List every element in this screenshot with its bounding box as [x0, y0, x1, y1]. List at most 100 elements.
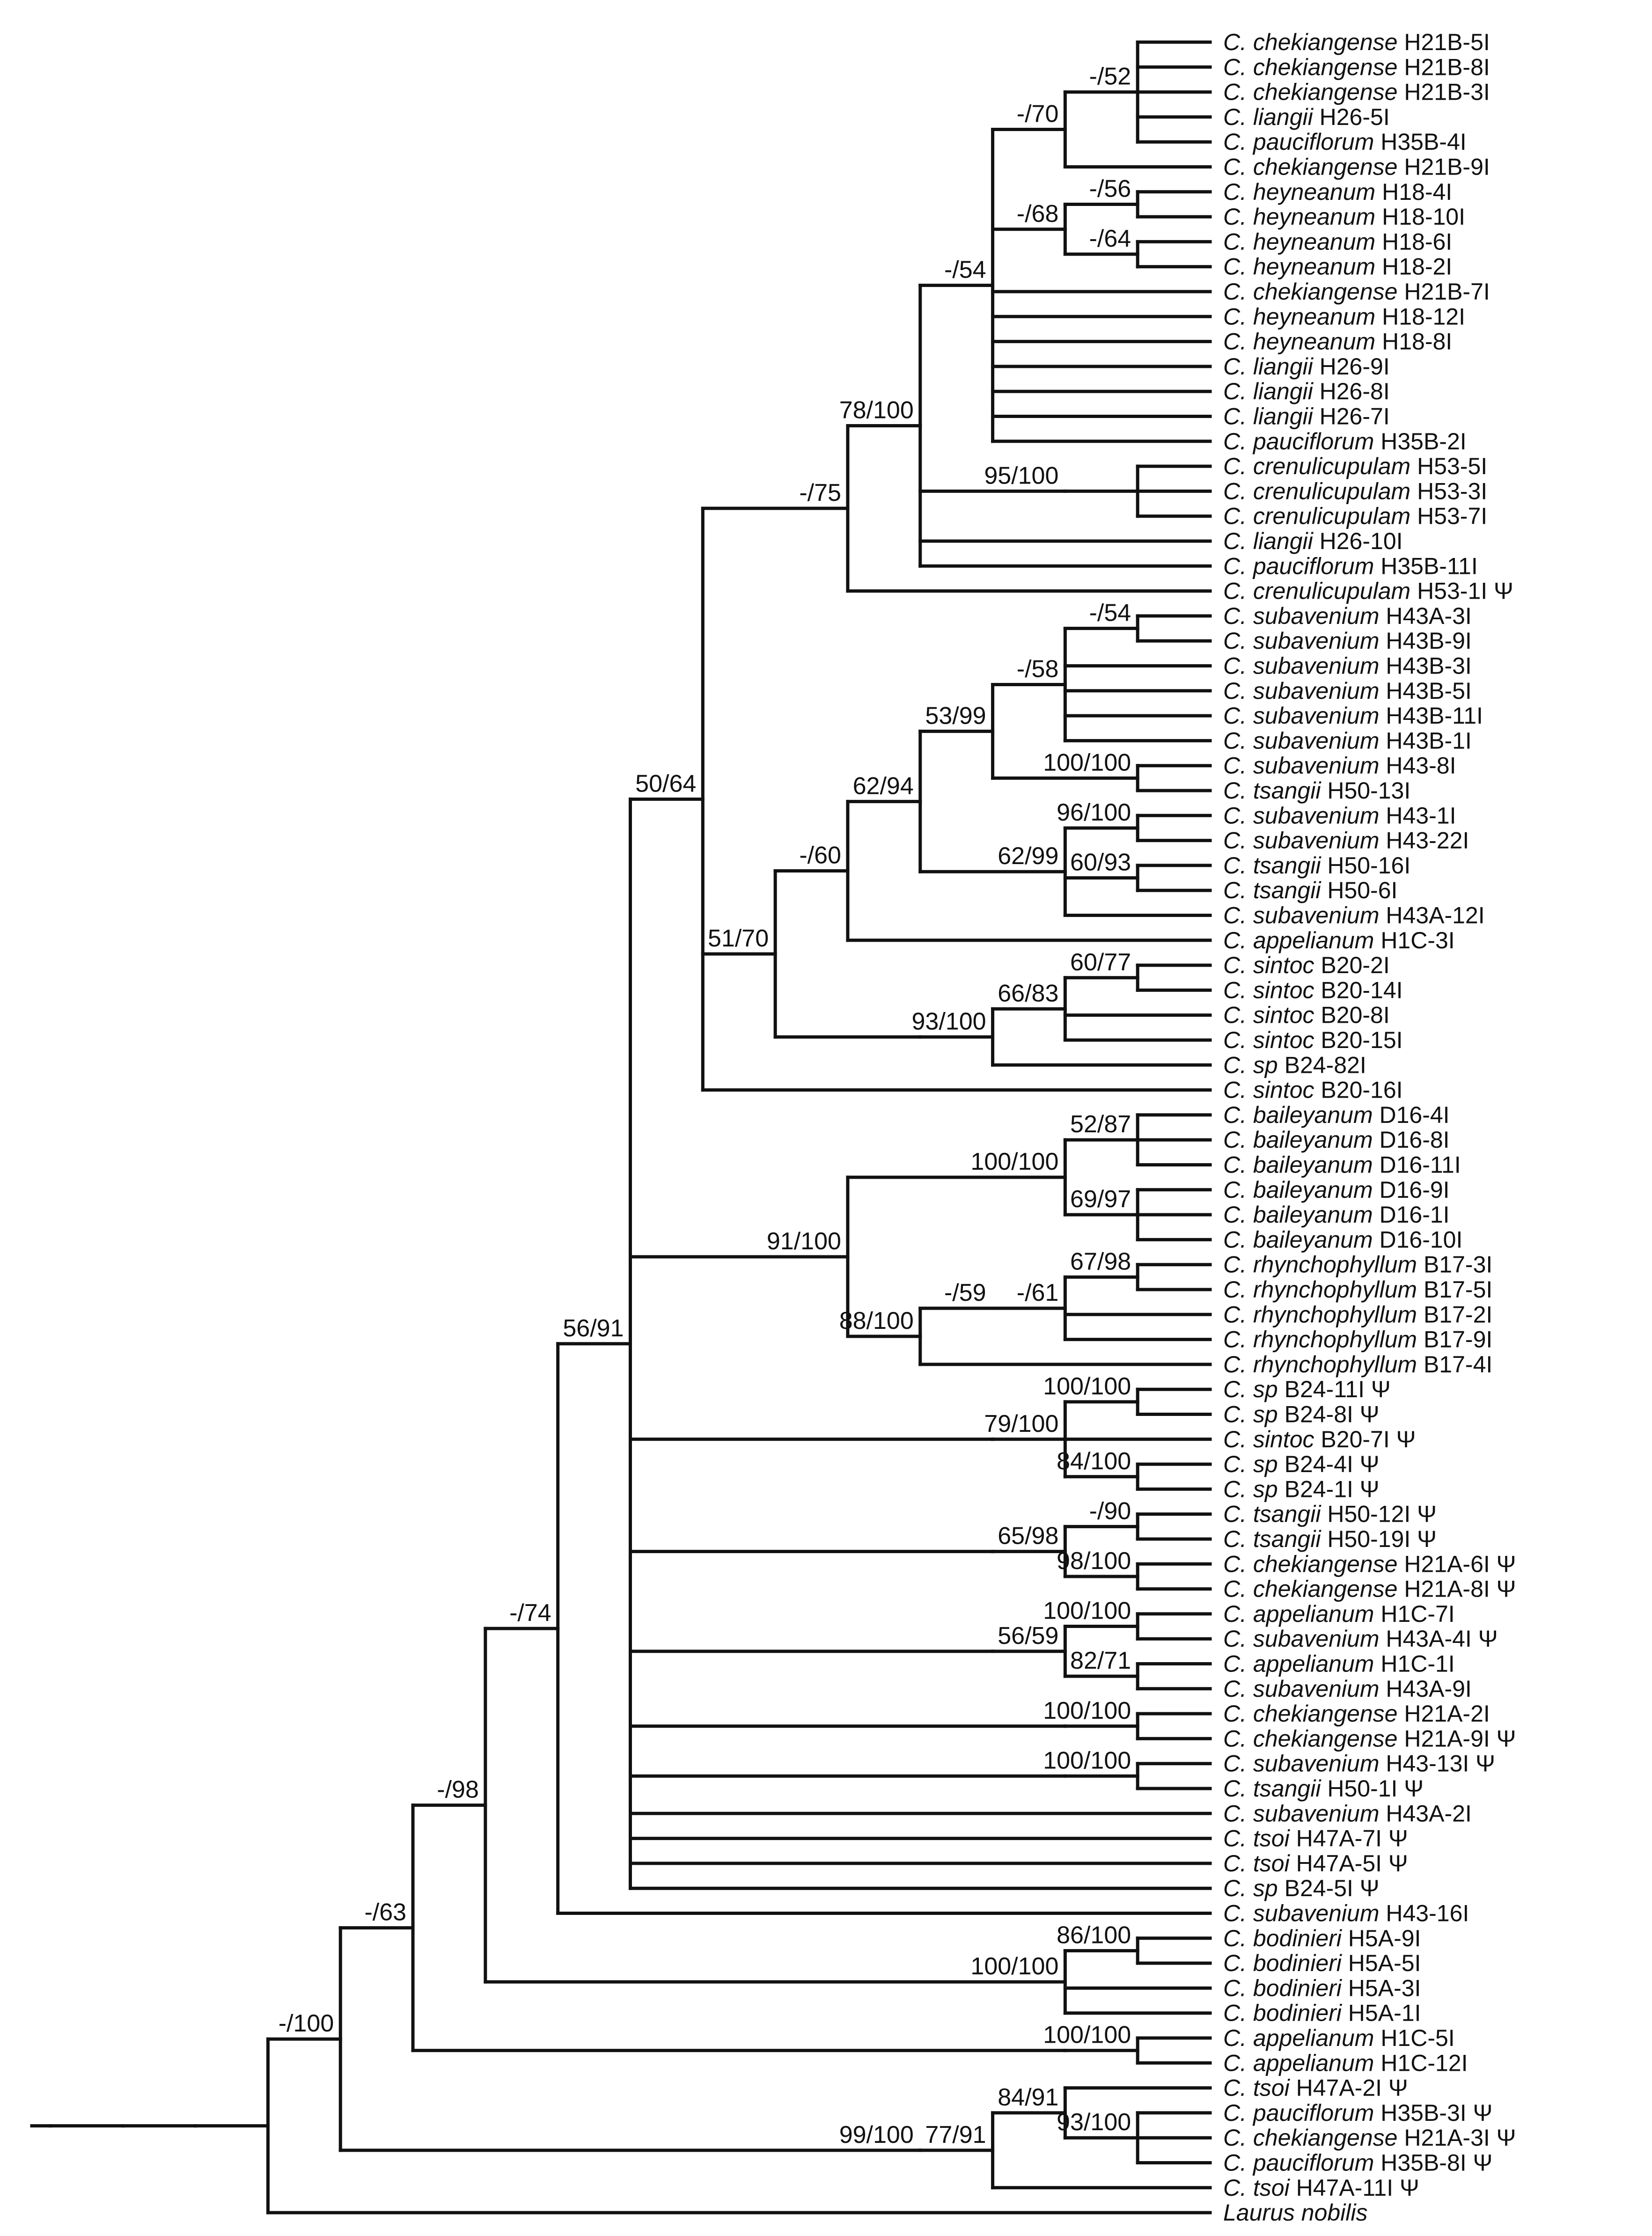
taxon-label: C. liangii H26-8I [1223, 378, 1390, 404]
taxon-label: C. appelianum H1C-1I [1223, 1651, 1455, 1677]
taxon-label: C. chekiangense H21A-9I Ψ [1223, 1725, 1516, 1752]
support-value: 93/100 [912, 1008, 986, 1035]
taxon-label: C. sp B24-11I Ψ [1223, 1376, 1391, 1402]
taxon-label: C. heyneanum H18-8I [1223, 329, 1452, 355]
support-value: 52/87 [1070, 1111, 1131, 1138]
support-value: 69/97 [1070, 1186, 1131, 1213]
support-value: -/74 [509, 1599, 551, 1627]
support-value: 62/99 [998, 843, 1058, 870]
taxon-label: C. sintoc B20-15I [1223, 1027, 1403, 1053]
taxon-label: C. rhynchophyllum B17-4I [1223, 1351, 1492, 1378]
taxon-label: C. subavenium H43B-11I [1223, 703, 1483, 729]
support-value: 56/91 [563, 1315, 624, 1342]
taxon-label: C. sintoc B20-2I [1223, 952, 1390, 978]
taxon-label: C. bodinieri H5A-9I [1223, 1925, 1421, 1951]
taxon-label: C. appelianum H1C-12I [1223, 2050, 1468, 2076]
taxon-label: C. crenulicupulam H53-3I [1223, 478, 1487, 504]
support-value: -/61 [1017, 1279, 1059, 1306]
support-value: -/58 [1017, 655, 1059, 682]
support-value: -/68 [1017, 200, 1059, 227]
taxon-label: C. subavenium H43-16I [1223, 1900, 1469, 1927]
taxon-label: C. liangii H26-5I [1223, 104, 1390, 130]
taxon-label: C. crenulicupulam H53-5I [1223, 453, 1487, 479]
support-value: 93/100 [1057, 2109, 1131, 2136]
support-value: 99/100 [839, 2121, 914, 2148]
taxon-label: C. pauciflorum H35B-8I Ψ [1223, 2150, 1492, 2176]
taxon-label: C. baileyanum D16-4I [1223, 1102, 1450, 1128]
taxon-label: C. chekiangense H21A-3I Ψ [1223, 2125, 1516, 2151]
taxon-label: C. sp B24-5I Ψ [1223, 1875, 1380, 1901]
taxon-label: C. tsangii H50-16I [1223, 852, 1410, 879]
taxon-label: C. rhynchophyllum B17-9I [1223, 1327, 1492, 1353]
support-value: 53/99 [925, 702, 986, 729]
taxon-label: C. bodinieri H5A-1I [1223, 2000, 1421, 2026]
tree-branches [30, 40, 1212, 2214]
taxon-label: C. heyneanum H18-4I [1223, 179, 1452, 205]
support-value: -/52 [1089, 63, 1131, 90]
support-value: 84/100 [1057, 1448, 1131, 1475]
support-value: 51/70 [708, 925, 769, 952]
taxon-label: C. subavenium H43B-1I [1223, 727, 1472, 754]
taxon-label: C. tsoi H47A-7I Ψ [1223, 1825, 1408, 1852]
taxon-label: C. appelianum H1C-5I [1223, 2025, 1455, 2051]
taxon-label: C. chekiangense H21B-3I [1223, 79, 1490, 105]
support-value: -/64 [1089, 225, 1131, 252]
support-value: 100/100 [1043, 2022, 1131, 2049]
taxon-label: C. subavenium H43-8I [1223, 753, 1456, 779]
support-value: 60/93 [1070, 849, 1131, 876]
taxon-label: C. subavenium H43A-9I [1223, 1676, 1472, 1702]
taxon-label: C. appelianum H1C-7I [1223, 1601, 1455, 1627]
taxon-label: C. tsangii H50-6I [1223, 877, 1397, 903]
taxon-label: C. sintoc B20-8I [1223, 1002, 1390, 1028]
taxon-label: C. subavenium H43-22I [1223, 828, 1469, 854]
taxon-label: C. bodinieri H5A-5I [1223, 1950, 1421, 1976]
taxon-label: C. rhynchophyllum B17-3I [1223, 1252, 1492, 1278]
taxon-label: C. rhynchophyllum B17-2I [1223, 1301, 1492, 1327]
taxon-label: C. liangii H26-10I [1223, 528, 1403, 554]
support-value: -/70 [1017, 101, 1059, 128]
support-value: 86/100 [1057, 1921, 1131, 1949]
support-value: 50/64 [635, 770, 696, 797]
support-value: 60/77 [1070, 949, 1131, 976]
taxon-label: C. appelianum H1C-3I [1223, 927, 1455, 953]
support-value: 98/100 [1057, 1547, 1131, 1575]
support-value: 66/83 [998, 980, 1058, 1007]
taxon-label: C. chekiangense H21A-6I Ψ [1223, 1551, 1516, 1577]
taxon-label: C. bodinieri H5A-3I [1223, 1975, 1421, 2001]
support-value: -/100 [279, 2010, 334, 2037]
taxon-label: C. subavenium H43A-3I [1223, 603, 1472, 629]
taxon-label: C. subavenium H43B-5I [1223, 678, 1472, 704]
taxon-label: C. subavenium H43A-12I [1223, 902, 1485, 929]
support-value: 100/100 [970, 1148, 1058, 1175]
taxon-label: C. sintoc B20-16I [1223, 1077, 1403, 1103]
support-value: 79/100 [984, 1410, 1058, 1437]
taxon-label: C. chekiangense H21B-9I [1223, 154, 1490, 180]
taxon-label: C. subavenium H43A-4I Ψ [1223, 1626, 1498, 1652]
support-value: 65/98 [998, 1523, 1058, 1550]
taxon-label: C. heyneanum H18-6I [1223, 228, 1452, 255]
taxon-label: C. liangii H26-9I [1223, 353, 1390, 380]
support-value: 100/100 [970, 1953, 1058, 1980]
support-value: 67/98 [1070, 1248, 1131, 1275]
taxon-label: C. chekiangense H21B-8I [1223, 54, 1490, 80]
support-values: -/100 -/63 -/98 -/74 56/91 50/64 -/75 78/100 -/5… [279, 63, 1131, 2148]
support-value: 84/91 [998, 2084, 1058, 2111]
tip-labels: C. chekiangense H21B-5IC. chekiangense H… [1223, 29, 1516, 2226]
support-value: -/54 [944, 257, 986, 284]
taxon-label: C. pauciflorum H35B-4I [1223, 129, 1467, 155]
support-value: 96/100 [1057, 799, 1131, 826]
taxon-label: C. baileyanum D16-9I [1223, 1177, 1450, 1203]
taxon-label: C. sp B24-4I Ψ [1223, 1451, 1380, 1477]
taxon-label: C. tsangii H50-1I Ψ [1223, 1775, 1424, 1802]
support-value: 62/94 [853, 772, 914, 799]
taxon-label: C. sp B24-1I Ψ [1223, 1476, 1380, 1502]
taxon-label: C. subavenium H43B-9I [1223, 628, 1472, 654]
taxon-label: C. chekiangense H21A-2I [1223, 1701, 1490, 1727]
support-value: -/98 [437, 1776, 479, 1803]
taxon-label: C. baileyanum D16-10I [1223, 1226, 1462, 1253]
support-value: -/54 [1089, 600, 1131, 627]
taxon-label: C. pauciflorum H35B-11I [1223, 553, 1478, 579]
taxon-label: C. tsangii H50-12I Ψ [1223, 1501, 1437, 1527]
support-value: -/63 [364, 1899, 406, 1926]
